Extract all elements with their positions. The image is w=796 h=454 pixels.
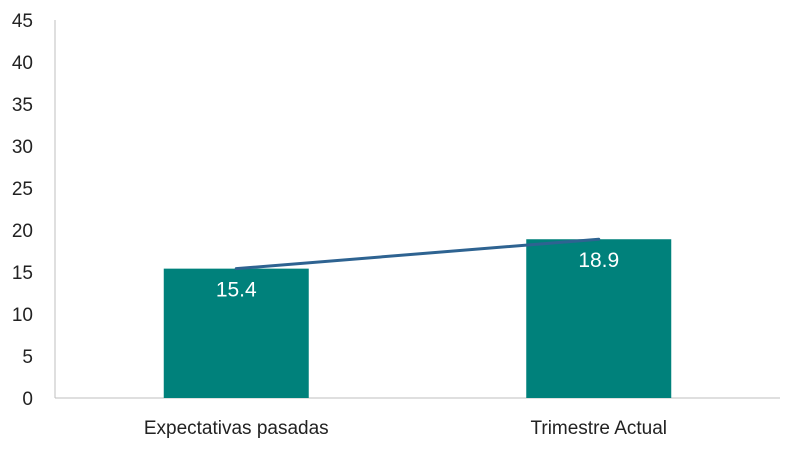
y-tick-label: 30 <box>12 137 33 158</box>
data-label: 18.9 <box>578 249 619 272</box>
y-tick-label: 35 <box>12 95 33 116</box>
x-axis: Expectativas pasadas Trimestre Actual <box>55 397 780 439</box>
y-tick-label: 20 <box>12 221 33 242</box>
x-category-label: Expectativas pasadas <box>144 418 329 439</box>
y-tick-label: 40 <box>12 53 33 74</box>
y-tick-label: 25 <box>12 179 33 200</box>
y-axis: 0 5 10 15 20 25 30 35 40 45 <box>12 11 56 410</box>
data-label: 15.4 <box>216 279 257 302</box>
y-tick-label: 5 <box>22 347 33 368</box>
data-labels: 15.4 18.9 <box>216 249 619 301</box>
trend-line <box>234 237 601 271</box>
bar <box>163 268 309 398</box>
y-tick-label: 10 <box>12 305 33 326</box>
bar <box>526 239 672 398</box>
bars <box>163 239 672 398</box>
y-tick-label: 45 <box>12 11 33 32</box>
line-series <box>234 237 601 271</box>
y-tick-label: 0 <box>22 389 33 410</box>
y-tick-label: 15 <box>12 263 33 284</box>
x-category-label: Trimestre Actual <box>530 418 667 439</box>
